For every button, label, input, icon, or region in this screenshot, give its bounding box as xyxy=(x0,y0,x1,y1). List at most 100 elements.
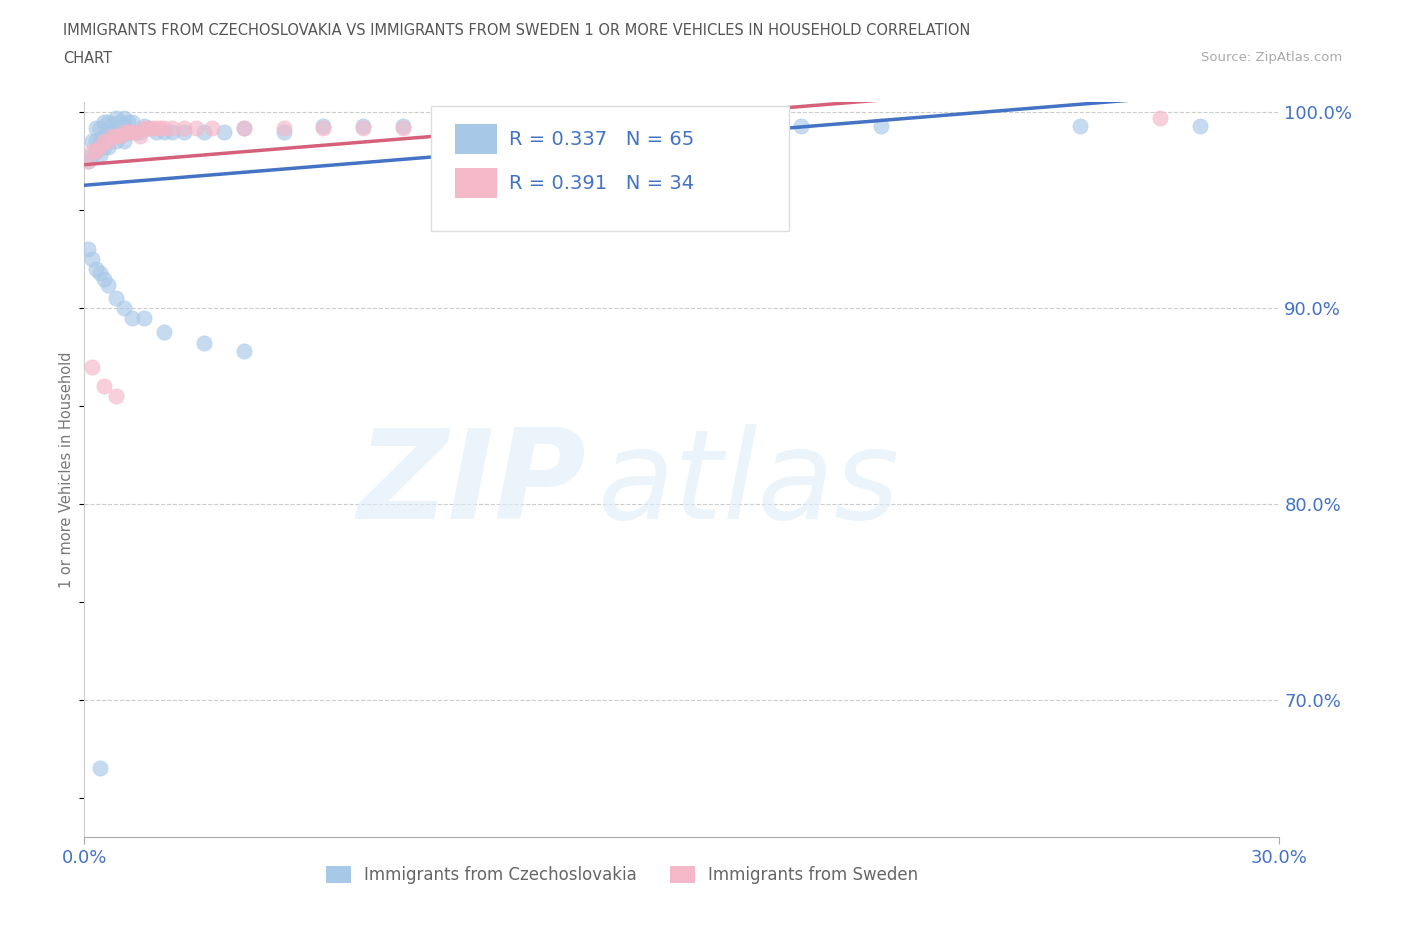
Point xyxy=(201,120,224,135)
Text: CHART: CHART xyxy=(63,51,112,66)
Point xyxy=(77,242,100,257)
Point xyxy=(110,114,132,129)
Point xyxy=(471,120,494,135)
Point xyxy=(312,120,335,135)
Point xyxy=(82,252,104,267)
Point xyxy=(129,125,152,140)
Point xyxy=(101,128,124,143)
Point xyxy=(132,120,156,135)
Point xyxy=(193,336,215,351)
Point xyxy=(93,114,115,129)
Point xyxy=(153,324,176,339)
Point xyxy=(86,261,108,276)
Point xyxy=(105,111,128,126)
Point xyxy=(82,134,104,149)
Point xyxy=(89,265,111,280)
Point xyxy=(77,153,100,168)
Point xyxy=(112,134,135,149)
Point xyxy=(101,128,124,143)
Point xyxy=(110,128,132,143)
Point xyxy=(141,120,163,135)
Point xyxy=(89,134,111,149)
Point xyxy=(89,140,111,154)
Point xyxy=(82,144,104,159)
Point xyxy=(212,125,235,140)
Point xyxy=(173,125,195,140)
Point xyxy=(86,134,108,149)
Point xyxy=(1149,111,1171,126)
Point xyxy=(1069,118,1091,133)
Point xyxy=(193,125,215,140)
Point xyxy=(117,125,139,140)
Text: R = 0.391   N = 34: R = 0.391 N = 34 xyxy=(509,174,693,193)
Point xyxy=(312,118,335,133)
Point xyxy=(232,120,254,135)
Point xyxy=(125,125,148,140)
Point xyxy=(160,120,183,135)
Y-axis label: 1 or more Vehicles in Household: 1 or more Vehicles in Household xyxy=(59,352,75,588)
Point xyxy=(136,120,159,135)
Point xyxy=(173,120,195,135)
Point xyxy=(121,311,143,325)
Point xyxy=(105,134,128,149)
Point xyxy=(160,125,183,140)
Point xyxy=(432,118,454,133)
Point xyxy=(352,118,374,133)
Point xyxy=(97,277,120,292)
Text: atlas: atlas xyxy=(599,424,900,545)
FancyBboxPatch shape xyxy=(432,106,790,231)
Point xyxy=(132,311,156,325)
Point xyxy=(101,116,124,131)
Point xyxy=(89,761,111,776)
Point xyxy=(232,344,254,359)
Point xyxy=(184,120,207,135)
Point xyxy=(97,134,120,149)
Point xyxy=(110,128,132,143)
Point xyxy=(112,111,135,126)
Point xyxy=(105,120,128,135)
Point xyxy=(121,114,143,129)
Point xyxy=(273,125,295,140)
Point xyxy=(551,118,574,133)
Bar xyxy=(456,168,496,198)
Point xyxy=(117,125,139,140)
Point xyxy=(136,120,159,135)
Point xyxy=(392,118,415,133)
Point xyxy=(93,128,115,143)
Text: ZIP: ZIP xyxy=(357,424,586,545)
Text: R = 0.337   N = 65: R = 0.337 N = 65 xyxy=(509,129,695,149)
Point xyxy=(82,359,104,374)
Point xyxy=(93,272,115,286)
Point xyxy=(112,300,135,315)
Point xyxy=(121,125,143,140)
Point xyxy=(105,291,128,306)
Point xyxy=(145,120,167,135)
Point xyxy=(352,120,374,135)
Point xyxy=(153,125,176,140)
Point xyxy=(129,128,152,143)
Bar xyxy=(456,125,496,153)
Point xyxy=(121,125,143,140)
Point xyxy=(86,120,108,135)
Text: Source: ZipAtlas.com: Source: ZipAtlas.com xyxy=(1202,51,1343,64)
Point xyxy=(232,120,254,135)
Point xyxy=(790,118,813,133)
Point xyxy=(93,379,115,393)
Point xyxy=(1188,118,1211,133)
Text: IMMIGRANTS FROM CZECHOSLOVAKIA VS IMMIGRANTS FROM SWEDEN 1 OR MORE VEHICLES IN H: IMMIGRANTS FROM CZECHOSLOVAKIA VS IMMIGR… xyxy=(63,23,970,38)
Point xyxy=(392,120,415,135)
Point xyxy=(125,125,148,140)
Point xyxy=(86,144,108,159)
Point xyxy=(112,125,135,140)
Legend: Immigrants from Czechoslovakia, Immigrants from Sweden: Immigrants from Czechoslovakia, Immigran… xyxy=(319,859,925,891)
Point xyxy=(89,120,111,135)
Point xyxy=(89,148,111,163)
Point xyxy=(132,118,156,133)
Point xyxy=(112,118,135,133)
Point xyxy=(97,114,120,129)
Point xyxy=(93,140,115,154)
Point xyxy=(105,128,128,143)
Point xyxy=(82,148,104,163)
Point xyxy=(145,125,167,140)
Point xyxy=(77,153,100,168)
